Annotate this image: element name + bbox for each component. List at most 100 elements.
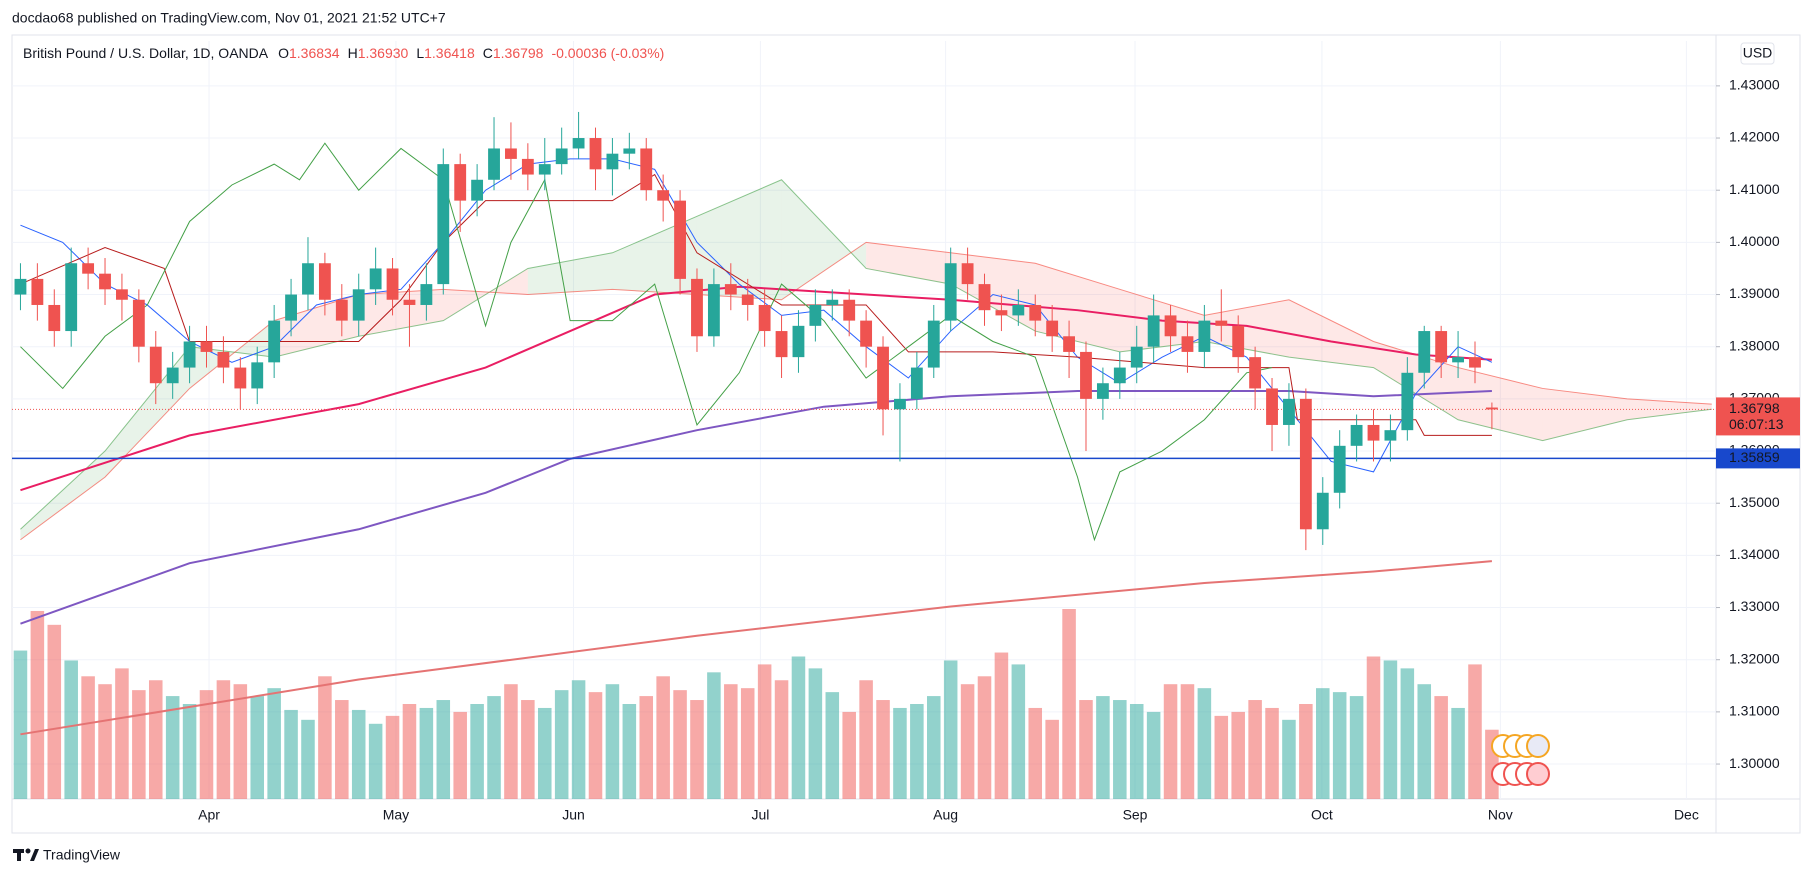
candle-body <box>285 294 297 321</box>
currency-box[interactable] <box>1740 42 1775 65</box>
candle-body <box>1316 492 1329 530</box>
candle-body <box>1198 320 1211 352</box>
ohlc-value: 1.36834 <box>289 45 340 61</box>
candle-body <box>48 304 61 332</box>
volume-bar <box>1349 696 1364 799</box>
candle-body <box>352 289 365 321</box>
cloud-fill <box>696 179 782 300</box>
candle-body <box>1350 424 1363 446</box>
volume-bar <box>250 696 265 799</box>
candle-body <box>1181 336 1194 352</box>
volume-bar <box>1180 684 1195 799</box>
cloud-fill <box>866 242 951 285</box>
candle-body <box>302 263 314 295</box>
candle-body <box>318 263 331 300</box>
volume-bar <box>199 690 214 799</box>
level-label: 1.35859 <box>1729 449 1780 465</box>
y-tick-label: 1.40000 <box>1729 233 1780 249</box>
y-tick-label: 1.43000 <box>1729 77 1780 93</box>
candle-body <box>944 263 957 321</box>
brand: TradingView <box>43 847 121 863</box>
ohlc-value: 1.36798 <box>493 45 544 61</box>
candle-body <box>792 325 805 358</box>
candle-body <box>741 294 754 305</box>
candle-body <box>894 398 906 410</box>
volume-bar <box>148 680 163 799</box>
volume-bar <box>1265 707 1279 799</box>
candle-body <box>1333 445 1346 493</box>
volume-bar <box>673 690 687 799</box>
candle-body <box>1063 336 1075 352</box>
candle-body <box>724 284 737 295</box>
candle-body <box>65 263 78 332</box>
volume-bar <box>318 676 332 799</box>
volume-bar <box>13 650 28 799</box>
cloud-fill <box>781 179 867 300</box>
candle-body <box>1299 398 1312 530</box>
candle-body <box>1452 357 1464 363</box>
volume-bar <box>233 684 248 799</box>
volume-bar <box>605 684 620 799</box>
candle-body <box>1249 357 1262 389</box>
volume-bar <box>1231 711 1245 799</box>
ohlc-label: C <box>483 45 493 61</box>
candle-body <box>1096 383 1109 399</box>
volume-bar <box>1129 704 1144 799</box>
volume-bar <box>656 676 670 799</box>
last-price-box <box>1716 397 1800 436</box>
volume-bar <box>1417 684 1432 799</box>
volume-bar <box>165 696 180 799</box>
candle-body <box>538 164 551 175</box>
candle-body <box>1012 304 1025 316</box>
volume-bar <box>402 704 417 799</box>
volume-bar <box>368 723 383 799</box>
volume-bar <box>943 660 958 799</box>
candle-body <box>640 148 653 191</box>
volume-bar <box>690 700 704 799</box>
volume-bar <box>977 676 992 799</box>
ohlc-label: H <box>348 45 358 61</box>
y-tick-label: 1.39000 <box>1729 285 1780 301</box>
candle-body <box>1485 407 1498 410</box>
volume-bar <box>1079 700 1093 799</box>
volume-bar <box>1096 696 1110 799</box>
volume-bar <box>1163 684 1178 799</box>
volume-bar <box>537 707 552 799</box>
candle-body <box>589 138 602 170</box>
candle-body <box>775 331 788 358</box>
candle-body <box>335 299 348 321</box>
y-tick-label: 1.30000 <box>1729 755 1780 771</box>
volume-bar <box>47 624 62 799</box>
candle-body <box>1046 320 1059 337</box>
volume-bar <box>1197 688 1212 799</box>
volume-bar <box>724 684 738 799</box>
volume-bar <box>1028 707 1043 799</box>
volume-bar <box>707 672 721 799</box>
axes: 1.30000 1.31000 1.32000 1.33000 1.34000 1.350… <box>198 77 1800 823</box>
indicator-lines <box>12 142 1716 736</box>
candle-body <box>910 367 923 399</box>
x-tick-label: Jun <box>562 807 585 823</box>
cloud-fill <box>1542 388 1628 441</box>
candle-body <box>369 268 382 290</box>
candle-body <box>166 367 179 384</box>
candle-body <box>1113 367 1126 384</box>
volume-bar <box>30 610 45 799</box>
ohlc-change: -0.00036 (-0.03%) <box>551 45 664 61</box>
ohlc-value: 1.36930 <box>358 45 409 61</box>
event-flags <box>1491 734 1550 786</box>
candle-body <box>877 346 889 410</box>
y-tick-label: 1.38000 <box>1729 337 1780 353</box>
candle-body <box>826 299 839 305</box>
volume-bar <box>81 676 95 799</box>
countdown-label: 06:07:13 <box>1729 416 1784 432</box>
candle-body <box>657 190 670 201</box>
candle-body <box>116 289 128 300</box>
x-tick-label: Oct <box>1311 807 1333 823</box>
candle-body <box>674 200 686 279</box>
volume-bar <box>521 700 535 799</box>
y-tick-label: 1.42000 <box>1729 129 1780 145</box>
cloud-edge <box>20 179 1712 530</box>
volume-bar <box>267 688 281 799</box>
candle-body <box>1147 315 1160 347</box>
